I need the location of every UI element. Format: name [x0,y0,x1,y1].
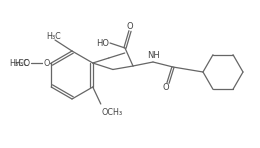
Text: O: O [127,21,133,30]
Text: H₃CO: H₃CO [9,58,30,67]
Text: H₃C: H₃C [15,58,29,67]
Text: HO: HO [96,38,109,48]
Text: OCH₃: OCH₃ [102,108,123,117]
Text: NH: NH [148,50,160,59]
Text: O: O [43,58,50,67]
Text: O: O [163,83,169,92]
Text: H₃C: H₃C [47,32,61,41]
